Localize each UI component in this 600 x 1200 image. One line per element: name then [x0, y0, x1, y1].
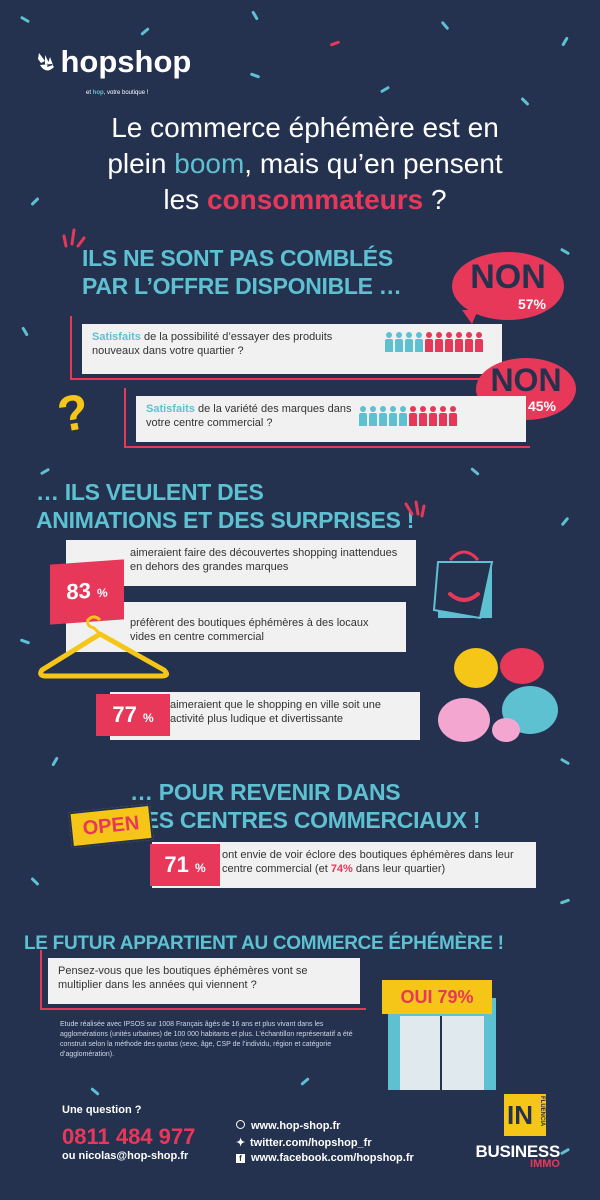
brand-logo: hopshop — [36, 44, 191, 80]
person-icon — [428, 406, 437, 426]
person-icon — [398, 406, 407, 426]
influencia-logo: IN FLUENCIA — [504, 1094, 546, 1136]
footer-question: Une question ? — [62, 1104, 142, 1116]
pct-71-badge: 71 % — [150, 844, 220, 886]
facebook-icon: f — [236, 1154, 245, 1163]
section2-title: … ILS VEULENT DES ANIMATIONS ET DES SURP… — [36, 479, 415, 533]
twitter-icon: ✦ — [236, 1137, 246, 1149]
brand-name-hop: hop — [60, 44, 118, 79]
globe-icon — [236, 1120, 245, 1129]
section1-title: ILS NE SONT PAS COMBLÉS PAR L’OFFRE DISP… — [82, 245, 402, 299]
card-2-frame — [124, 388, 530, 448]
question-mark-icon: ? — [53, 382, 94, 444]
hand-icon — [36, 51, 56, 73]
web-link[interactable]: www.hop-shop.fr — [236, 1120, 340, 1132]
people-chart-45 — [358, 406, 457, 426]
person-icon — [438, 406, 447, 426]
satisfaction-card-2: Satisfaits de la variété des marques dan… — [136, 396, 526, 442]
person-icon — [418, 406, 427, 426]
burst-icon — [62, 226, 86, 255]
page-title: Le commerce éphémère est en plein boom, … — [107, 112, 503, 215]
person-icon — [454, 332, 463, 352]
person-icon — [368, 406, 377, 426]
person-icon — [474, 332, 483, 352]
oui-79-badge: OUI 79% — [382, 980, 492, 1014]
shopping-bag-icon — [430, 550, 500, 627]
person-icon — [394, 332, 403, 352]
people-chart-57 — [384, 332, 483, 352]
person-icon — [464, 332, 473, 352]
future-card-frame — [40, 950, 366, 1010]
non-45-bubble: NON 45% — [476, 358, 576, 424]
person-icon — [434, 332, 443, 352]
burst-icon-2 — [402, 500, 428, 531]
person-icon — [408, 406, 417, 426]
person-icon — [404, 332, 413, 352]
brand-tagline: et hop, votre boutique ! — [86, 90, 149, 96]
person-icon — [388, 406, 397, 426]
person-icon — [414, 332, 423, 352]
person-icon — [448, 406, 457, 426]
email-link[interactable]: ou nicolas@hop-shop.fr — [62, 1150, 189, 1162]
future-question-card: Pensez-vous que les boutiques éphémères … — [48, 958, 360, 1004]
study-note: Etude réalisée avec IPSOS sur 1008 Franç… — [60, 1021, 353, 1058]
pct-77-badge: 77 % — [96, 694, 170, 736]
card-1-frame — [70, 316, 500, 380]
twitter-link[interactable]: ✦ twitter.com/hopshop_fr — [236, 1137, 372, 1149]
person-icon — [444, 332, 453, 352]
discovery-card: aimeraient faire des découvertes shoppin… — [66, 540, 416, 586]
speech-bubbles-icon — [436, 646, 566, 751]
brand-name-shop: shop — [117, 44, 192, 79]
business-immo-logo: BUSINESS IMMO — [475, 1142, 560, 1170]
phone-number[interactable]: 0811 484 977 — [62, 1124, 196, 1149]
non-57-bubble: NON 57% — [452, 252, 564, 324]
open-sign: OPEN — [68, 803, 154, 849]
person-icon — [424, 332, 433, 352]
person-icon — [384, 332, 393, 352]
person-icon — [358, 406, 367, 426]
hanger-icon — [34, 614, 174, 689]
facebook-link[interactable]: f www.facebook.com/hopshop.fr — [236, 1152, 414, 1164]
section4-title: LE FUTUR APPARTIENT AU COMMERCE ÉPHÉMÈRE… — [24, 933, 504, 954]
person-icon — [378, 406, 387, 426]
section3-title: … POUR REVENIR DANS LES CENTRES COMMERCI… — [130, 779, 481, 833]
